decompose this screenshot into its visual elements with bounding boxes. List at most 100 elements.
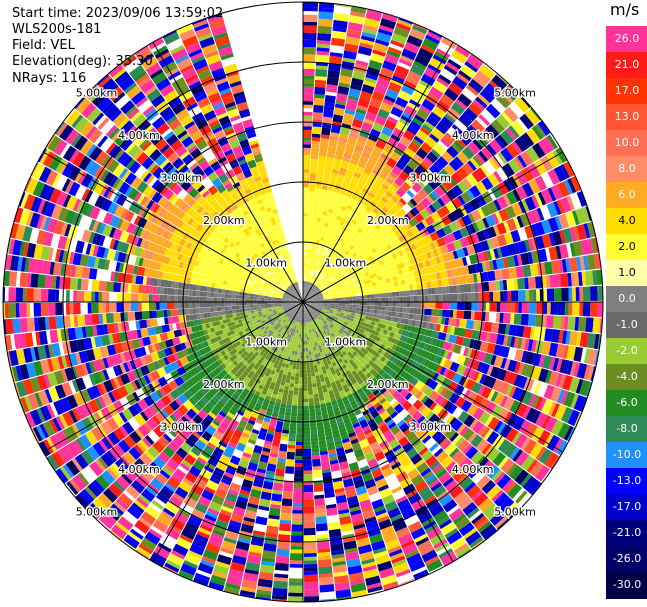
range-gate (497, 323, 507, 335)
range-gate (363, 24, 378, 32)
range-gate (279, 342, 284, 348)
range-gate (300, 319, 303, 323)
range-gate (387, 46, 402, 55)
range-gate (223, 586, 240, 595)
range-gate (381, 302, 386, 307)
range-gate (324, 219, 331, 225)
range-gate (547, 169, 561, 185)
range-gate (466, 244, 476, 256)
range-gate (479, 523, 494, 536)
range-gate (341, 396, 349, 402)
range-gate (343, 179, 351, 186)
range-gate (312, 299, 317, 301)
range-gate (318, 392, 324, 398)
range-gate (329, 366, 335, 372)
range-gate (272, 390, 279, 396)
range-gate (434, 185, 446, 198)
range-gate (310, 263, 314, 268)
range-gate (342, 253, 347, 258)
range-gate (456, 167, 469, 180)
range-gate (315, 306, 320, 309)
range-gate (321, 316, 326, 321)
range-gate (334, 329, 339, 334)
range-gate (523, 377, 535, 392)
range-gate (333, 292, 338, 296)
range-gate (441, 215, 452, 226)
range-gate (232, 360, 239, 366)
range-gate (366, 294, 371, 299)
range-gate (428, 163, 441, 176)
range-gate (312, 256, 316, 261)
range-gate (249, 341, 255, 346)
range-gate (359, 216, 366, 223)
range-gate (287, 318, 291, 322)
range-gate (508, 125, 520, 139)
range-gate (187, 514, 202, 527)
range-gate (433, 363, 440, 373)
range-gate (375, 261, 381, 268)
range-gate (316, 304, 320, 307)
range-gate (259, 498, 271, 508)
range-gate (462, 501, 476, 513)
range-gate (349, 132, 359, 139)
range-gate (387, 421, 397, 430)
range-gate (247, 438, 257, 445)
range-gate (273, 325, 278, 329)
range-gate (266, 342, 271, 348)
range-gate (326, 340, 331, 345)
range-gate (326, 268, 331, 273)
range-gate (194, 572, 211, 582)
range-gate (451, 277, 457, 286)
range-gate (316, 288, 320, 292)
range-gate (534, 340, 544, 354)
range-gate (176, 540, 190, 550)
range-gate (325, 311, 330, 314)
range-gate (402, 164, 414, 176)
range-gate (326, 383, 332, 389)
range-gate (310, 252, 314, 257)
range-gate (374, 358, 380, 365)
range-gate (351, 228, 357, 234)
range-gate (351, 390, 359, 397)
range-gate (319, 305, 324, 308)
range-gate (429, 370, 437, 380)
range-gate (342, 329, 348, 335)
range-gate (400, 255, 406, 262)
range-gate (482, 129, 494, 141)
range-gate (472, 222, 480, 233)
range-gate (352, 280, 357, 285)
range-gate (326, 322, 330, 327)
range-gate (367, 585, 383, 593)
range-gate (478, 497, 494, 513)
range-gate (538, 368, 549, 383)
range-gate (560, 164, 570, 179)
range-gate (315, 313, 319, 318)
range-gate (289, 553, 303, 561)
range-gate (406, 489, 418, 499)
range-gate (321, 468, 331, 474)
range-gate (294, 314, 298, 318)
range-gate (303, 560, 318, 565)
range-gate (352, 299, 357, 302)
range-gate (499, 312, 504, 323)
range-gate (357, 97, 370, 108)
range-gate (349, 367, 355, 373)
range-gate (285, 337, 289, 342)
range-gate (493, 492, 510, 508)
range-gate (374, 508, 387, 517)
range-gate (139, 439, 150, 451)
range-gate (303, 2, 319, 8)
range-gate (305, 304, 308, 307)
range-gate (556, 389, 566, 404)
range-gate (322, 278, 327, 283)
range-gate (309, 256, 313, 261)
range-gate (406, 126, 418, 136)
range-gate (378, 338, 385, 344)
range-gate (317, 163, 326, 168)
range-gate (545, 275, 551, 288)
range-gate (384, 230, 392, 237)
range-gate (234, 499, 248, 510)
range-gate (405, 284, 410, 291)
range-gate (424, 555, 440, 566)
range-gate (400, 114, 412, 124)
